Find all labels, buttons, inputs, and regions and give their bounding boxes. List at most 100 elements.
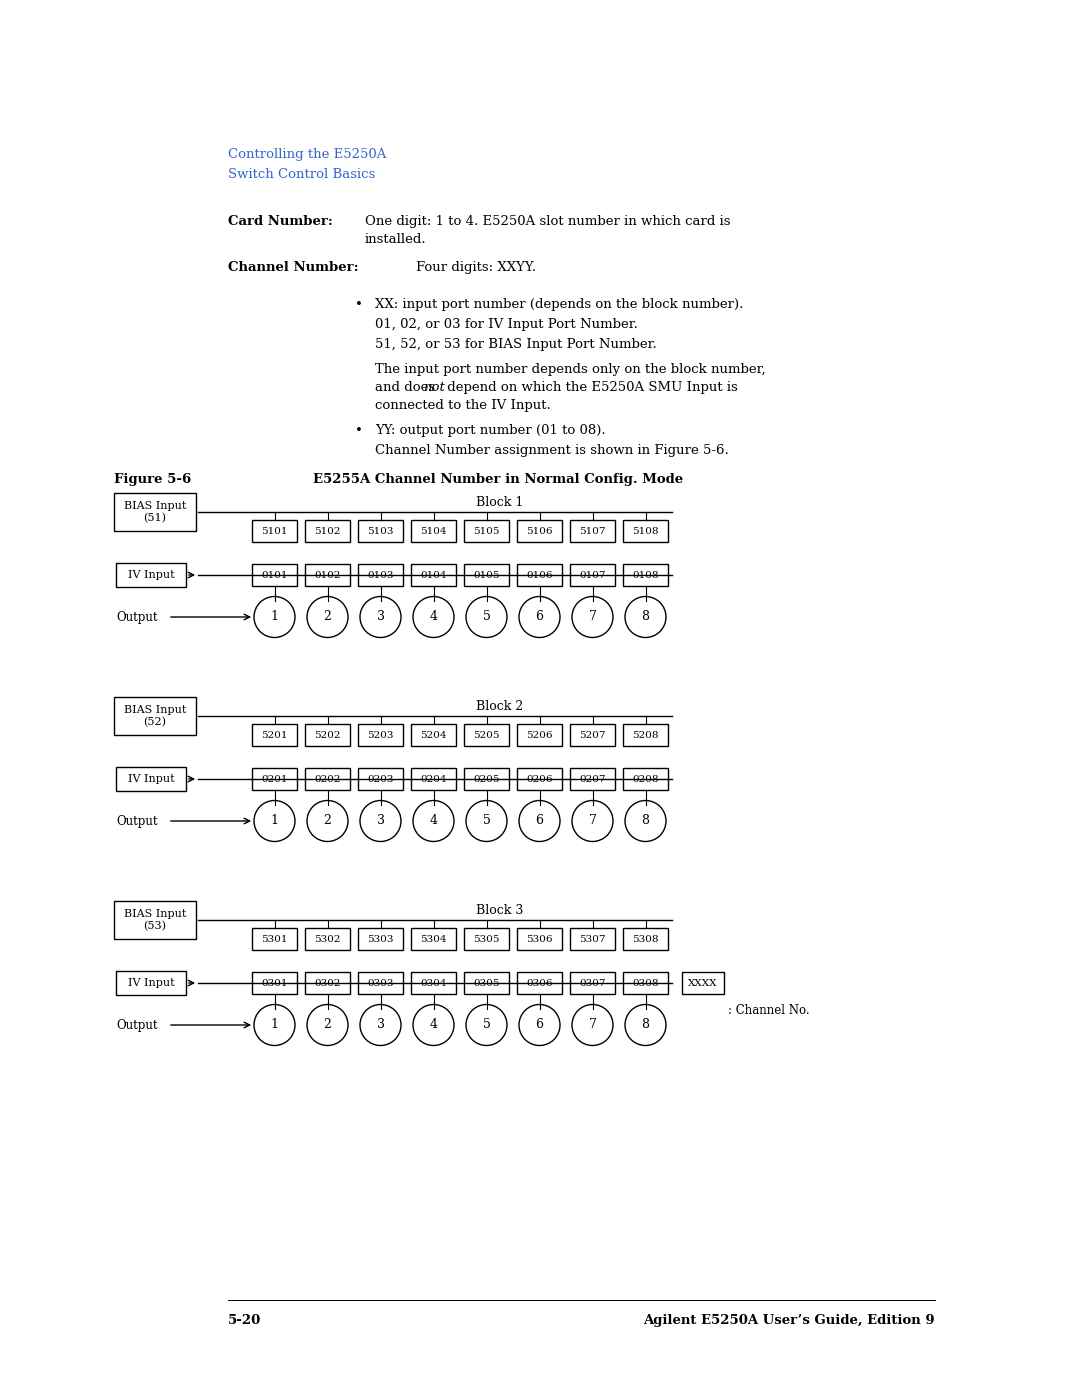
Bar: [252, 564, 297, 585]
Text: 2: 2: [324, 814, 332, 827]
Text: 5202: 5202: [314, 731, 341, 739]
Text: 0202: 0202: [314, 774, 341, 784]
Ellipse shape: [413, 800, 454, 841]
Text: 3: 3: [377, 610, 384, 623]
Bar: [116, 563, 186, 587]
Text: and does: and does: [375, 381, 440, 394]
Text: 0105: 0105: [473, 570, 500, 580]
Text: 5105: 5105: [473, 527, 500, 535]
Text: 5203: 5203: [367, 731, 394, 739]
Text: 8: 8: [642, 1018, 649, 1031]
Text: 0208: 0208: [632, 774, 659, 784]
Bar: [305, 564, 350, 585]
Ellipse shape: [625, 597, 666, 637]
Text: 0304: 0304: [420, 978, 447, 988]
Text: Block 3: Block 3: [476, 904, 524, 916]
Bar: [570, 768, 615, 789]
Bar: [411, 520, 456, 542]
Text: Switch Control Basics: Switch Control Basics: [228, 168, 375, 182]
Bar: [357, 972, 403, 995]
Text: 6: 6: [536, 1018, 543, 1031]
Ellipse shape: [254, 597, 295, 637]
Text: 8: 8: [642, 610, 649, 623]
Text: 0306: 0306: [526, 978, 553, 988]
Bar: [570, 928, 615, 950]
Text: 5303: 5303: [367, 935, 394, 943]
Bar: [623, 520, 669, 542]
Ellipse shape: [307, 597, 348, 637]
Text: 0301: 0301: [261, 978, 287, 988]
Text: Agilent E5250A User’s Guide, Edition 9: Agilent E5250A User’s Guide, Edition 9: [644, 1315, 935, 1327]
Ellipse shape: [625, 1004, 666, 1045]
Bar: [570, 564, 615, 585]
Text: 5302: 5302: [314, 935, 341, 943]
Bar: [623, 724, 669, 746]
Text: 5307: 5307: [579, 935, 606, 943]
Bar: [464, 972, 509, 995]
Text: 0204: 0204: [420, 774, 447, 784]
Bar: [517, 768, 562, 789]
Ellipse shape: [413, 597, 454, 637]
Text: 1: 1: [270, 814, 279, 827]
Text: 0101: 0101: [261, 570, 287, 580]
Ellipse shape: [254, 1004, 295, 1045]
Text: 0102: 0102: [314, 570, 341, 580]
Text: XX: input port number (depends on the block number).: XX: input port number (depends on the bl…: [375, 298, 743, 312]
Text: 2: 2: [324, 610, 332, 623]
Text: 5207: 5207: [579, 731, 606, 739]
Text: YY: output port number (01 to 08).: YY: output port number (01 to 08).: [375, 425, 606, 437]
Bar: [357, 520, 403, 542]
Text: One digit: 1 to 4. E5250A slot number in which card is: One digit: 1 to 4. E5250A slot number in…: [365, 215, 730, 228]
Bar: [305, 724, 350, 746]
Bar: [411, 564, 456, 585]
Text: 5: 5: [483, 610, 490, 623]
Text: 0302: 0302: [314, 978, 341, 988]
Text: 5206: 5206: [526, 731, 553, 739]
Text: 0305: 0305: [473, 978, 500, 988]
Text: 5306: 5306: [526, 935, 553, 943]
Ellipse shape: [465, 800, 507, 841]
Text: Figure 5-6: Figure 5-6: [114, 474, 191, 486]
Bar: [357, 928, 403, 950]
Text: depend on which the E5250A SMU Input is: depend on which the E5250A SMU Input is: [443, 381, 738, 394]
Bar: [252, 768, 297, 789]
Bar: [570, 520, 615, 542]
Ellipse shape: [572, 1004, 613, 1045]
Text: 5108: 5108: [632, 527, 659, 535]
Text: 4: 4: [430, 814, 437, 827]
Text: 5201: 5201: [261, 731, 287, 739]
Ellipse shape: [360, 597, 401, 637]
Text: 5304: 5304: [420, 935, 447, 943]
Text: Block 2: Block 2: [476, 700, 524, 712]
Text: Output: Output: [116, 610, 158, 623]
Text: 0303: 0303: [367, 978, 394, 988]
Text: 5106: 5106: [526, 527, 553, 535]
Text: : Channel No.: : Channel No.: [728, 1003, 810, 1017]
Bar: [464, 768, 509, 789]
Bar: [114, 901, 195, 939]
Text: 5-20: 5-20: [228, 1315, 261, 1327]
Ellipse shape: [307, 800, 348, 841]
Text: BIAS Input
(53): BIAS Input (53): [124, 909, 186, 930]
Bar: [570, 724, 615, 746]
Bar: [464, 520, 509, 542]
Text: Four digits: XXYY.: Four digits: XXYY.: [416, 261, 536, 274]
Bar: [116, 971, 186, 995]
Ellipse shape: [625, 800, 666, 841]
Bar: [464, 564, 509, 585]
Ellipse shape: [465, 597, 507, 637]
Bar: [464, 928, 509, 950]
Text: 7: 7: [589, 1018, 596, 1031]
Ellipse shape: [572, 597, 613, 637]
Text: 5308: 5308: [632, 935, 659, 943]
Text: 0108: 0108: [632, 570, 659, 580]
Text: •: •: [355, 298, 363, 312]
Bar: [411, 928, 456, 950]
Bar: [252, 972, 297, 995]
Text: 2: 2: [324, 1018, 332, 1031]
Text: Output: Output: [116, 1018, 158, 1031]
Text: XXXX: XXXX: [688, 978, 718, 988]
Text: The input port number depends only on the block number,: The input port number depends only on th…: [375, 363, 766, 376]
Bar: [517, 972, 562, 995]
Bar: [411, 972, 456, 995]
